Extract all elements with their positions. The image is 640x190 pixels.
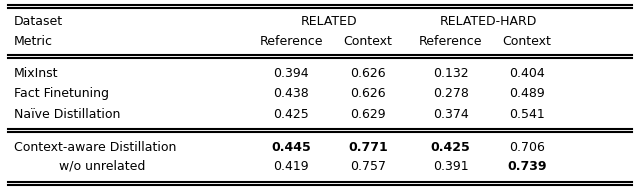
Text: 0.739: 0.739 [508,160,547,173]
Text: Context: Context [502,35,552,48]
Text: 0.629: 0.629 [350,108,386,121]
Text: RELATED-HARD: RELATED-HARD [440,15,538,28]
Text: 0.626: 0.626 [350,87,386,100]
Text: 0.489: 0.489 [509,87,545,100]
Text: Reference: Reference [419,35,483,48]
Text: Context-aware Distillation: Context-aware Distillation [14,141,177,154]
Text: 0.438: 0.438 [273,87,309,100]
Text: Context: Context [343,35,392,48]
Text: 0.706: 0.706 [509,141,545,154]
Text: 0.771: 0.771 [348,141,388,154]
Text: 0.757: 0.757 [350,160,386,173]
Text: 0.394: 0.394 [273,67,309,80]
Text: 0.391: 0.391 [433,160,468,173]
Text: 0.132: 0.132 [433,67,468,80]
Text: Metric: Metric [14,35,53,48]
Text: 0.419: 0.419 [273,160,309,173]
Text: Naïve Distillation: Naïve Distillation [14,108,120,121]
Text: Reference: Reference [260,35,323,48]
Text: 0.626: 0.626 [350,67,386,80]
Text: Dataset: Dataset [14,15,63,28]
Text: 0.445: 0.445 [271,141,311,154]
Text: Fact Finetuning: Fact Finetuning [14,87,109,100]
Text: 0.541: 0.541 [509,108,545,121]
Text: 0.374: 0.374 [433,108,468,121]
Text: 0.425: 0.425 [273,108,309,121]
Text: 0.425: 0.425 [431,141,470,154]
Text: w/o unrelated: w/o unrelated [59,160,145,173]
Text: RELATED: RELATED [301,15,358,28]
Text: 0.404: 0.404 [509,67,545,80]
Text: 0.278: 0.278 [433,87,468,100]
Text: MixInst: MixInst [14,67,59,80]
